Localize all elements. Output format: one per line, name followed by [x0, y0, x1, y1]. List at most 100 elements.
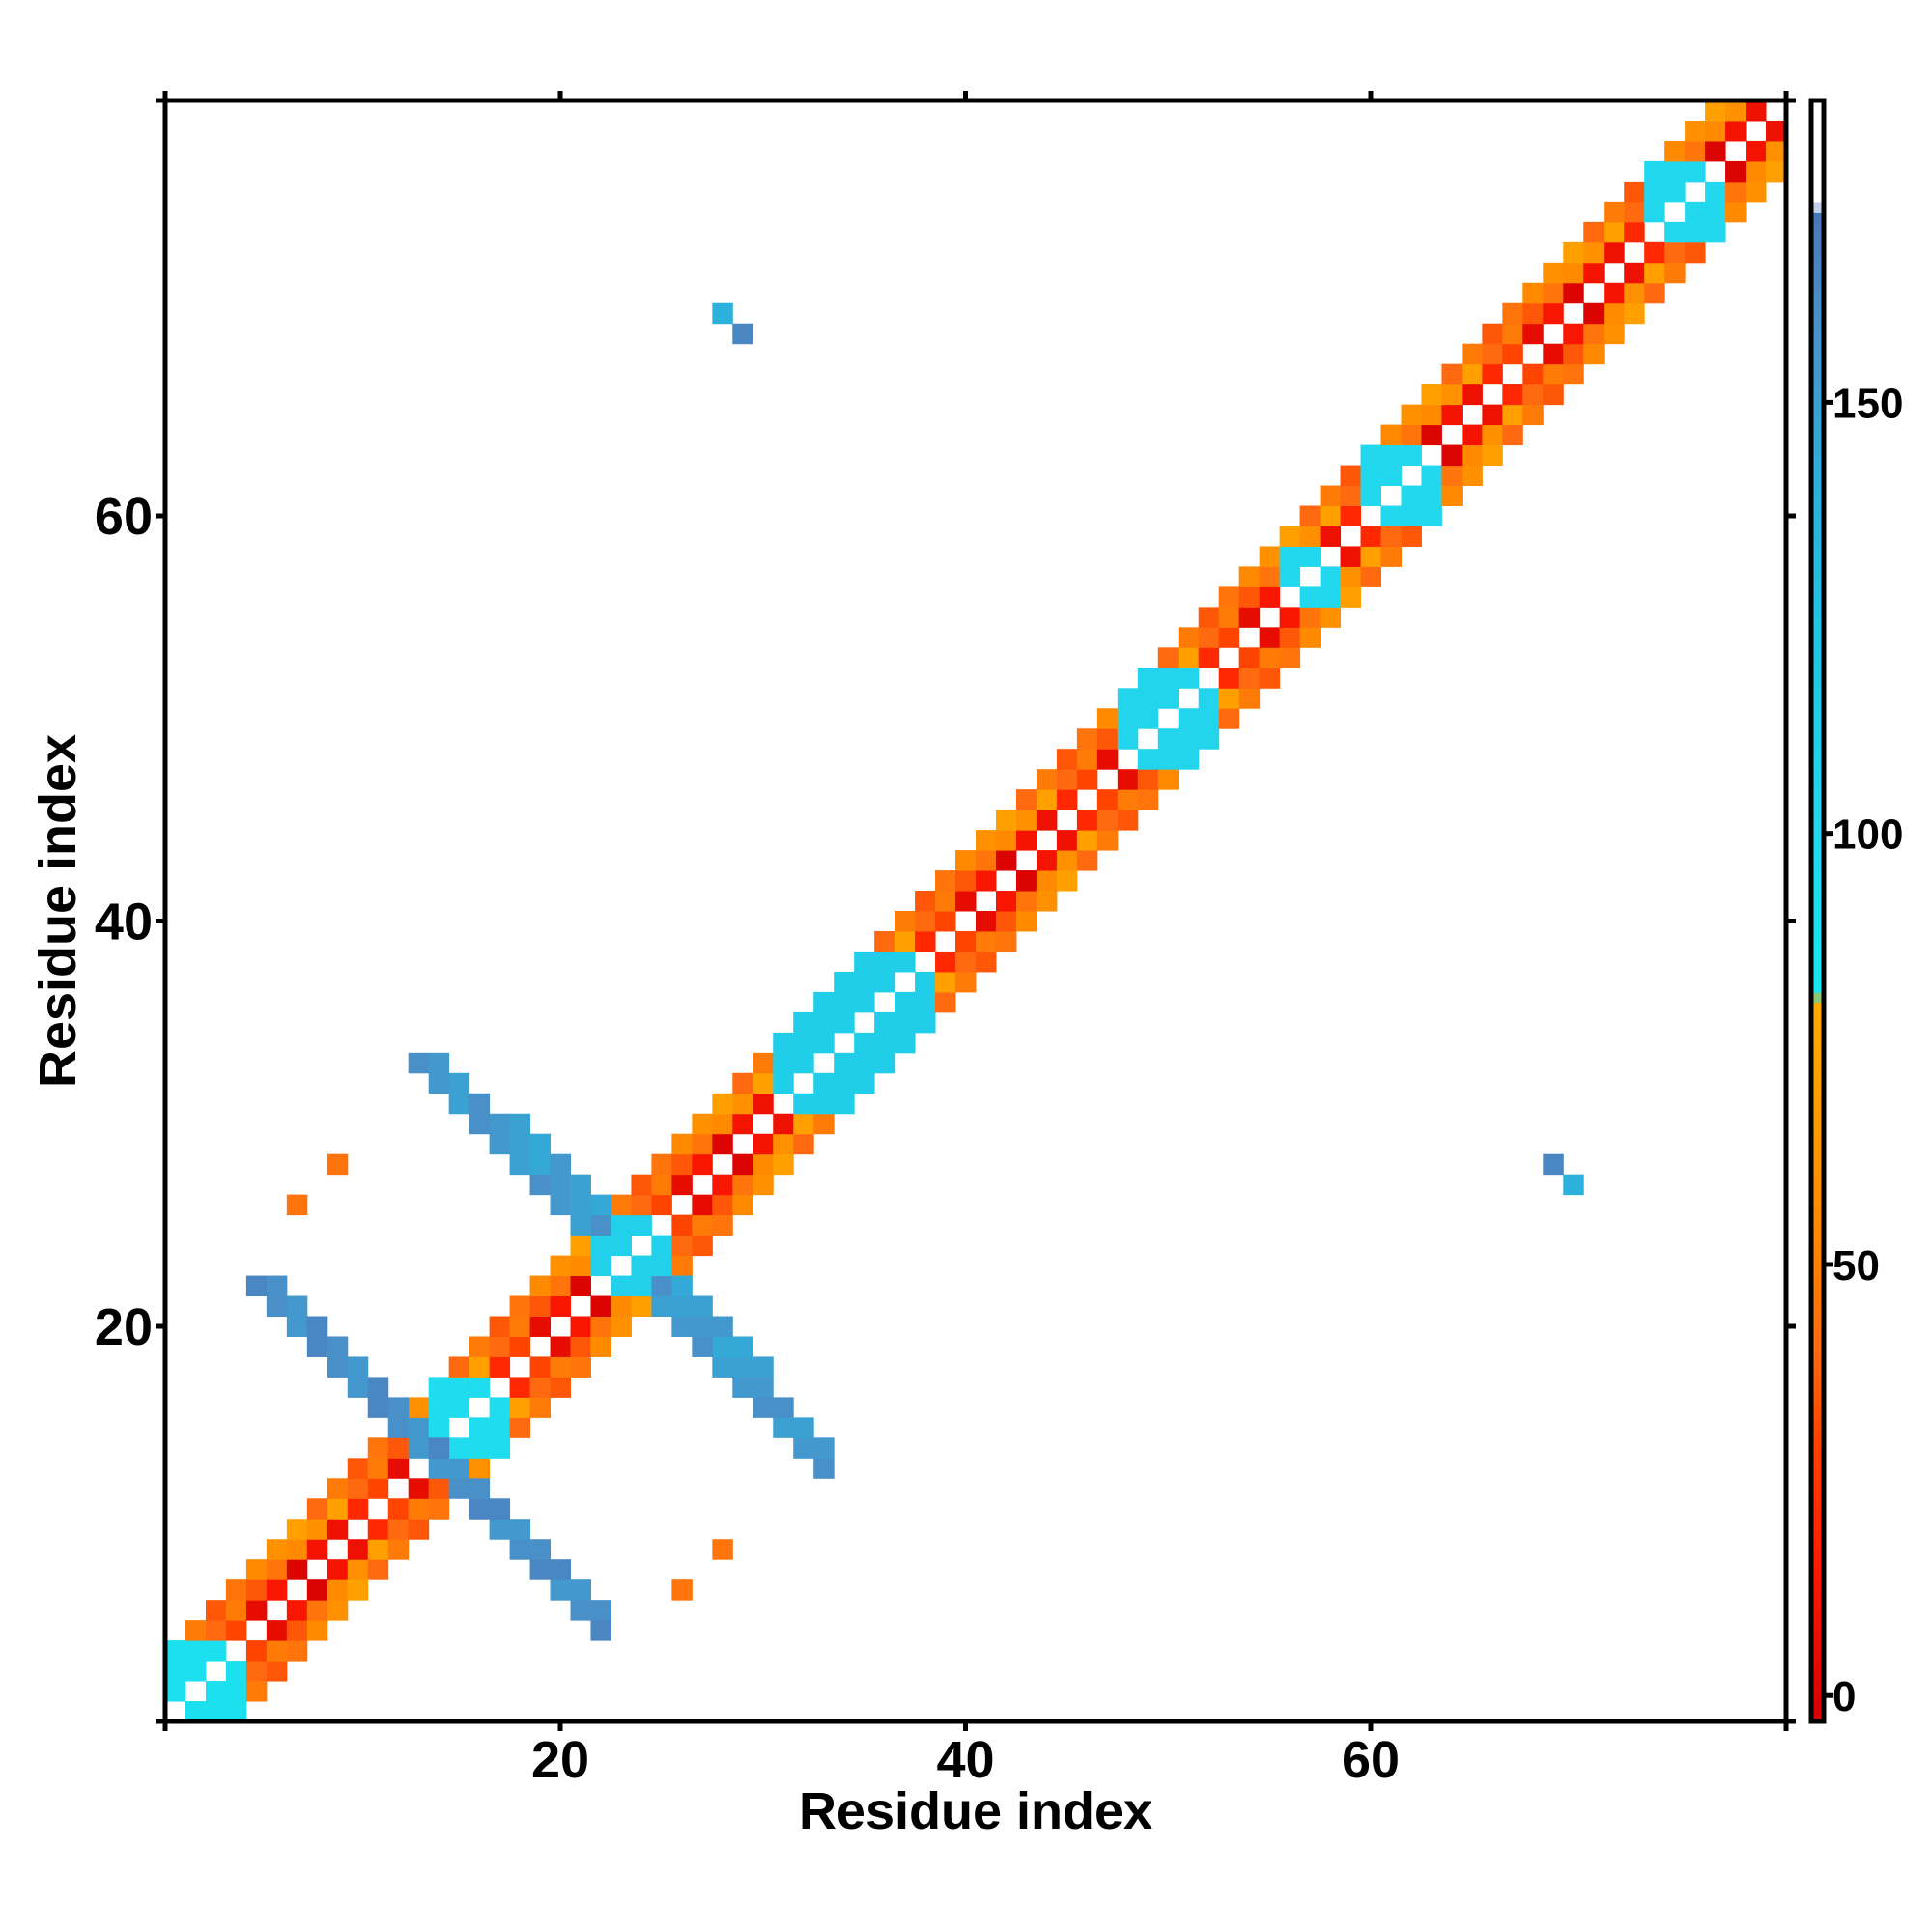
heatmap-cell [976, 830, 997, 851]
colorbar-segment [1811, 718, 1824, 729]
heatmap-cell [1441, 465, 1463, 487]
heatmap-cell [955, 891, 977, 912]
heatmap-cell [1340, 465, 1362, 487]
heatmap-cell [266, 1640, 288, 1662]
colorbar-segment [1811, 1144, 1824, 1155]
colorbar-segment [1811, 830, 1824, 841]
heatmap-cell [489, 1336, 511, 1357]
heatmap-cell [550, 1377, 571, 1398]
heatmap-cell [1380, 546, 1402, 567]
y-tick-label: 20 [95, 1298, 153, 1356]
heatmap-cell [1462, 363, 1483, 385]
colorbar-segment [1811, 708, 1824, 720]
heatmap-cell [995, 891, 1017, 912]
heatmap-cell [570, 1600, 591, 1621]
y-axis-ticks: 20 40 60 [95, 98, 1796, 1724]
colorbar-tick-label: 100 [1833, 811, 1903, 859]
heatmap-cell [266, 1295, 288, 1317]
heatmap-cell [753, 1052, 774, 1074]
heatmap-cell [245, 1600, 268, 1621]
colorbar-segment [1811, 860, 1824, 871]
heatmap-cell [874, 1052, 895, 1074]
heatmap-cell [1157, 668, 1179, 689]
heatmap-cell [1543, 282, 1564, 304]
heatmap-cell [469, 1113, 491, 1135]
heatmap-cell [773, 1032, 794, 1054]
heatmap-cell [1563, 282, 1584, 304]
heatmap-cell [1157, 647, 1179, 668]
heatmap-cell [976, 911, 997, 932]
colorbar-segment [1811, 688, 1824, 699]
heatmap-cell [1401, 526, 1422, 547]
colorbar-segment [1811, 596, 1824, 608]
heatmap-cell [1036, 789, 1058, 810]
heatmap-cell [165, 1640, 186, 1662]
colorbar-segment [1811, 1661, 1824, 1672]
heatmap-cell [1685, 120, 1706, 142]
heatmap-cell [1218, 586, 1240, 608]
heatmap-cell [1279, 647, 1301, 668]
heatmap-cell [753, 1397, 774, 1418]
heatmap-cell [854, 1032, 875, 1054]
heatmap-cell [590, 1336, 611, 1357]
heatmap-cell [327, 1579, 349, 1601]
heatmap-cell [692, 1235, 713, 1257]
heatmap-cell [895, 991, 916, 1013]
colorbar-segment [1811, 810, 1824, 821]
heatmap-cell [1725, 120, 1747, 142]
heatmap-cell [1705, 120, 1726, 142]
heatmap-cell [1401, 505, 1422, 526]
heatmap-cell [367, 1437, 389, 1459]
heatmap-cell [732, 1377, 753, 1398]
heatmap-cell [1076, 728, 1098, 750]
colorbar-segment [1811, 1640, 1824, 1652]
heatmap-cell [529, 1539, 552, 1560]
heatmap-cell [245, 1681, 268, 1702]
heatmap-cell [1299, 526, 1321, 547]
heatmap-cell [915, 911, 936, 932]
heatmap-cell [935, 991, 956, 1013]
heatmap-cell [1441, 384, 1463, 406]
heatmap-cell [1664, 181, 1686, 203]
colorbar-segment [1811, 1113, 1824, 1124]
heatmap-cell [1096, 810, 1119, 831]
colorbar-segment [1811, 1346, 1824, 1358]
heatmap-cell [529, 1174, 552, 1196]
heatmap-cell [550, 1194, 571, 1216]
heatmap-cell [489, 1437, 511, 1459]
heatmap-cell [1705, 140, 1726, 162]
heatmap-cell [550, 1356, 571, 1378]
heatmap-cell [1664, 262, 1686, 284]
heatmap-cell [1563, 363, 1584, 385]
heatmap-cell [1725, 160, 1747, 183]
heatmap-cell [408, 1052, 430, 1074]
heatmap-cell [550, 1153, 571, 1176]
heatmap-cell [469, 1336, 491, 1357]
heatmap-cell [1685, 160, 1706, 183]
colorbar-segment [1811, 880, 1824, 892]
colorbar-segment [1811, 1011, 1824, 1023]
heatmap-cell [834, 1072, 855, 1094]
colorbar-segment [1811, 1519, 1824, 1530]
heatmap-cell [692, 1194, 713, 1216]
heatmap-cell [266, 1661, 288, 1682]
heatmap-cell [205, 1620, 227, 1641]
heatmap-cell [1604, 323, 1625, 345]
heatmap-cell [529, 1397, 552, 1418]
colorbar-segment [1811, 1316, 1824, 1327]
heatmap-cell [185, 1620, 207, 1641]
heatmap-cell [1624, 221, 1645, 243]
heatmap-cell [712, 1539, 733, 1560]
heatmap-cell [1320, 505, 1342, 526]
colorbar-segment [1811, 1417, 1824, 1429]
heatmap-cell [245, 1275, 268, 1297]
heatmap-cell [327, 1498, 349, 1520]
heatmap-cell [1218, 627, 1240, 648]
heatmap-cell [286, 1194, 308, 1216]
heatmap-cell [671, 1133, 693, 1155]
colorbar-segment [1811, 363, 1824, 375]
heatmap-cell [995, 810, 1017, 831]
heatmap-cell [347, 1498, 369, 1520]
colorbar-segment [1811, 1174, 1824, 1185]
colorbar-segment [1811, 1620, 1824, 1632]
